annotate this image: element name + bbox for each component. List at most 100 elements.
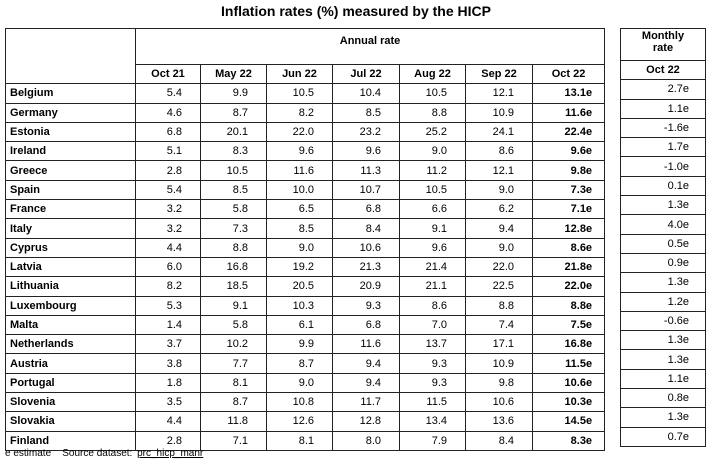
country: Estonia bbox=[5, 121, 136, 143]
monthly-rate: 1.7e bbox=[620, 137, 706, 158]
annual-rate: 9.8 bbox=[465, 372, 533, 394]
annual-rate: 9.4 bbox=[465, 218, 533, 239]
annual-rate: 6.6 bbox=[399, 199, 466, 220]
source-label: Source dataset: bbox=[62, 448, 133, 459]
annual-rate: 6.0 bbox=[135, 256, 201, 278]
annual-rate: 10.3e bbox=[531, 392, 606, 413]
annual-rate: 9.6 bbox=[266, 141, 333, 162]
annual-rate: 20.9 bbox=[332, 276, 400, 297]
annual-rate: 21.4 bbox=[399, 256, 466, 278]
annual-rate: 10.9 bbox=[465, 102, 533, 123]
annual-rate: 11.5 bbox=[399, 392, 466, 413]
annual-rate: 8.7 bbox=[200, 392, 267, 413]
annual-rate: 14.5e bbox=[531, 411, 606, 432]
annual-rate: 21.8e bbox=[531, 256, 606, 278]
column-header: Jun 22 bbox=[266, 63, 333, 85]
annual-rate: 3.7 bbox=[135, 334, 201, 355]
annual-rate: 9.4 bbox=[332, 372, 400, 394]
data-row: Spain 5.4 8.5 10.0 10.7 10.5 9.0 7.3e bbox=[5, 179, 606, 201]
annual-rate: 9.9 bbox=[266, 334, 333, 355]
annual-rate: 11.6e bbox=[531, 102, 606, 123]
monthly-rate: 2.7e bbox=[620, 79, 706, 100]
annual-rate: 8.8 bbox=[200, 237, 267, 258]
monthly-rate: 1.1e bbox=[620, 368, 706, 390]
annual-rate: 18.5 bbox=[200, 276, 267, 297]
data-row: -1.6e bbox=[620, 117, 706, 139]
annual-rate: 8.5 bbox=[266, 218, 333, 239]
data-row: Lithuania 8.2 18.5 20.5 20.9 21.1 22.5 22.0e bbox=[5, 276, 606, 297]
annual-rate: 21.3 bbox=[332, 256, 400, 278]
annual-rate: 22.5 bbox=[465, 276, 533, 297]
annual-rate: 23.2 bbox=[332, 121, 400, 143]
country: Spain bbox=[5, 179, 136, 201]
annual-rate: 9.1 bbox=[200, 295, 267, 316]
annual-rate: 4.4 bbox=[135, 237, 201, 258]
data-row: 1.7e bbox=[620, 137, 706, 158]
annual-rate: 11.7 bbox=[332, 392, 400, 413]
annual-rate: 16.8e bbox=[531, 334, 606, 355]
monthly-rate: 0.7e bbox=[620, 426, 706, 447]
annual-rate: 21.1 bbox=[399, 276, 466, 297]
annual-rate: 10.3 bbox=[266, 295, 333, 316]
source-link[interactable]: prc_hicp_manr bbox=[137, 448, 204, 459]
annual-rate: 10.6e bbox=[531, 372, 606, 394]
monthly-rate: 1.2e bbox=[620, 291, 706, 312]
data-row: 1.3e bbox=[620, 195, 706, 216]
annual-rate: 9.6e bbox=[531, 141, 606, 162]
annual-rate: 5.8 bbox=[200, 314, 267, 336]
annual-rate: 8.8 bbox=[399, 102, 466, 123]
annual-rate: 8.8 bbox=[465, 295, 533, 316]
annual-rate: 2.8 bbox=[135, 160, 201, 181]
monthly-rate: 1.3e bbox=[620, 272, 706, 293]
annual-rate: 12.8 bbox=[332, 411, 400, 432]
data-row: 1.2e bbox=[620, 291, 706, 312]
annual-rate: 8.8e bbox=[531, 295, 606, 316]
annual-rate: 10.5 bbox=[200, 160, 267, 181]
annual-rate: 13.4 bbox=[399, 411, 466, 432]
group-header: Annual rate bbox=[134, 28, 606, 65]
footnote: e estimate bbox=[5, 448, 52, 459]
annual-rate: 19.2 bbox=[266, 256, 333, 278]
annual-rate: 9.0 bbox=[399, 141, 466, 162]
monthly-rate: -1.6e bbox=[620, 117, 706, 139]
country: Latvia bbox=[5, 256, 136, 278]
annual-rate: 5.8 bbox=[200, 199, 267, 220]
annual-rate: 9.0 bbox=[266, 237, 333, 258]
annual-rate: 7.1e bbox=[531, 199, 606, 220]
monthly-rate: 4.0e bbox=[620, 214, 706, 235]
country: Ireland bbox=[5, 141, 136, 162]
annual-rate: 7.3 bbox=[200, 218, 267, 239]
data-row: 0.8e bbox=[620, 388, 706, 409]
corner-cell bbox=[5, 27, 136, 85]
annual-rate: 6.8 bbox=[135, 121, 201, 143]
annual-rate: 10.6 bbox=[332, 237, 400, 258]
monthly-rate: -0.6e bbox=[620, 310, 706, 332]
annual-rate: 9.0 bbox=[465, 179, 533, 201]
annual-rate: 10.5 bbox=[399, 83, 466, 104]
annual-rate: 8.0 bbox=[332, 430, 400, 451]
annual-rate: 6.2 bbox=[465, 199, 533, 220]
monthly-rate: 1.3e bbox=[620, 407, 706, 428]
annual-rate: 10.9 bbox=[465, 353, 533, 374]
country: Slovakia bbox=[5, 411, 136, 432]
monthly-rate: 1.1e bbox=[620, 98, 706, 119]
monthly-rate: 1.3e bbox=[620, 195, 706, 216]
annual-rate: 8.2 bbox=[135, 276, 201, 297]
annual-rate: 8.1 bbox=[266, 430, 333, 451]
data-row: 1.3e bbox=[620, 407, 706, 428]
annual-rate: 5.1 bbox=[135, 141, 201, 162]
annual-rate: 25.2 bbox=[399, 121, 466, 143]
data-row: Slovenia 3.5 8.7 10.8 11.7 11.5 10.6 10.3e bbox=[5, 392, 606, 413]
annual-rate: 1.4 bbox=[135, 314, 201, 336]
annual-rate: 10.0 bbox=[266, 179, 333, 201]
data-row: Latvia 6.0 16.8 19.2 21.3 21.4 22.0 21.8e bbox=[5, 256, 606, 278]
annual-rate: 9.0 bbox=[465, 237, 533, 258]
annual-rate: 13.7 bbox=[399, 334, 466, 355]
country: Portugal bbox=[5, 372, 136, 394]
annual-rate: 8.7 bbox=[266, 353, 333, 374]
data-row: Malta 1.4 5.8 6.1 6.8 7.0 7.4 7.5e bbox=[5, 314, 606, 336]
annual-rate: 10.7 bbox=[332, 179, 400, 201]
annual-rate: 8.6 bbox=[465, 141, 533, 162]
data-row: -0.6e bbox=[620, 310, 706, 332]
